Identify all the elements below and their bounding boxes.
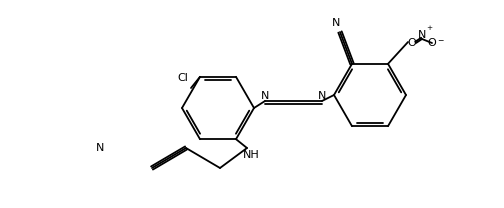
Text: N: N: [418, 30, 426, 40]
Text: Cl: Cl: [177, 73, 188, 83]
Text: N: N: [332, 18, 340, 28]
Text: NH: NH: [242, 150, 260, 160]
Text: N: N: [96, 143, 104, 153]
Text: N: N: [261, 91, 269, 101]
Text: N: N: [318, 91, 326, 101]
Text: +: +: [426, 25, 432, 31]
Text: O: O: [427, 38, 436, 48]
Text: O: O: [408, 38, 416, 48]
Text: −: −: [437, 36, 443, 46]
